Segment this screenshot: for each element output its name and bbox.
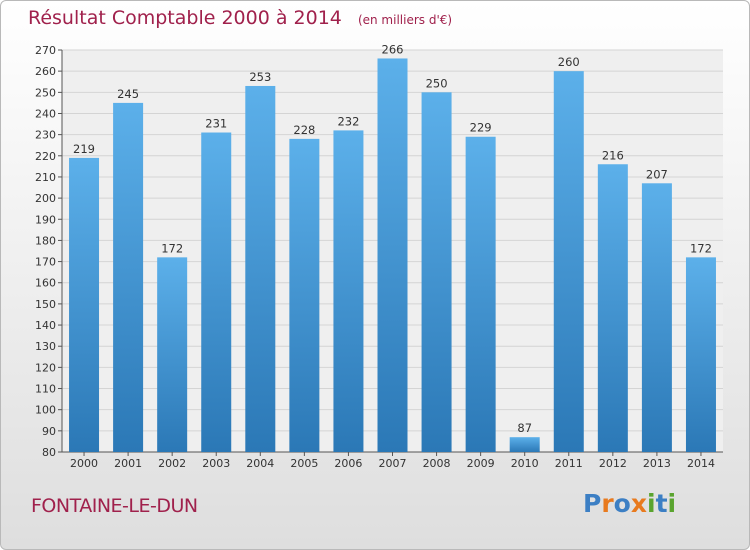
y-tick-label: 150	[35, 298, 56, 311]
bar-2005	[289, 138, 320, 452]
value-label-2008: 250	[426, 76, 448, 90]
y-tick-label: 130	[35, 340, 56, 353]
labels: 219 245 172 231 253 228 232 266 250 229 87 260 216 20…	[73, 42, 712, 435]
y-tick-label: 160	[35, 277, 56, 290]
place-name: FONTAINE-LE-DUN	[31, 495, 198, 517]
logo-letter: i	[667, 489, 677, 518]
bar-2004	[245, 85, 276, 453]
y-tick-label: 210	[35, 171, 56, 184]
bar-2012	[597, 164, 628, 452]
bar-2011	[553, 71, 584, 452]
value-label-2005: 228	[293, 123, 315, 137]
logo-letter: o	[613, 489, 631, 518]
x-tick-label-2006: 2006	[334, 457, 362, 470]
y-tick-label: 80	[42, 446, 56, 459]
value-label-2007: 266	[382, 42, 404, 56]
y-tick-label: 200	[35, 192, 56, 205]
y-tick-label: 220	[35, 150, 56, 163]
y-tick-label: 170	[35, 256, 56, 269]
x-tick-label-2008: 2008	[423, 457, 451, 470]
y-tick-label: 190	[35, 213, 56, 226]
value-label-2014: 172	[690, 241, 712, 255]
bar-2000	[69, 157, 100, 452]
x-tick-label-2013: 2013	[643, 457, 671, 470]
logo-letter: x	[630, 489, 647, 518]
value-label-2003: 231	[205, 117, 227, 131]
y-tick-label: 90	[42, 425, 56, 438]
x-tick-label-2014: 2014	[687, 457, 715, 470]
value-label-2006: 232	[337, 114, 359, 128]
value-label-2012: 216	[602, 148, 624, 162]
y-tick-label: 260	[35, 65, 56, 78]
x-tick-label-2007: 2007	[379, 457, 407, 470]
y-tick-label: 140	[35, 319, 56, 332]
proxiti-logo[interactable]: Proxiti	[583, 489, 676, 518]
value-label-2002: 172	[161, 241, 183, 255]
y-tick-label: 250	[35, 86, 56, 99]
x-tick-label-2002: 2002	[158, 457, 186, 470]
x-tick-label-2003: 2003	[202, 457, 230, 470]
chart-title-text: Résultat Comptable 2000 à 2014	[28, 7, 342, 29]
x-tick-label-2009: 2009	[467, 457, 495, 470]
bars	[69, 58, 716, 453]
value-label-2010: 87	[517, 421, 532, 435]
axes: 80 90 100 110 120 130 140 150 160 170 180 190 200 210…	[35, 44, 723, 470]
x-tick-label-2001: 2001	[114, 457, 142, 470]
logo-letter: i	[647, 489, 656, 518]
y-tick-label: 100	[35, 404, 56, 417]
bar-2013	[641, 183, 672, 452]
bar-2010	[509, 437, 540, 452]
bar-2007	[377, 58, 408, 452]
value-label-2013: 207	[646, 167, 668, 181]
logo-letter: P	[583, 489, 602, 518]
bar-2002	[157, 257, 188, 452]
y-tick-label: 110	[35, 383, 56, 396]
value-label-2001: 245	[117, 87, 139, 101]
x-tick-label-2010: 2010	[511, 457, 539, 470]
value-label-2011: 260	[558, 55, 580, 69]
x-tick-label-2005: 2005	[290, 457, 318, 470]
y-tick-label: 270	[35, 44, 56, 57]
y-tick-label: 240	[35, 107, 56, 120]
x-tick-label-2004: 2004	[246, 457, 274, 470]
x-tick-label-2000: 2000	[70, 457, 98, 470]
logo-letter: r	[601, 489, 614, 518]
value-label-2004: 253	[249, 70, 271, 84]
x-tick-label-2012: 2012	[599, 457, 627, 470]
y-tick-label: 230	[35, 129, 56, 142]
logo-letter: t	[655, 489, 668, 518]
bar-2006	[333, 130, 364, 452]
bar-2009	[465, 136, 496, 452]
value-label-2000: 219	[73, 142, 95, 156]
bar-2001	[113, 102, 144, 452]
bar-2003	[201, 132, 232, 452]
y-tick-label: 180	[35, 234, 56, 247]
bar-2008	[421, 92, 452, 452]
value-label-2009: 229	[470, 121, 492, 135]
chart-title: Résultat Comptable 2000 à 2014 (en milli…	[28, 7, 452, 29]
x-tick-label-2011: 2011	[555, 457, 583, 470]
chart-subtitle: (en milliers d'€)	[357, 13, 453, 27]
bar-2014	[685, 257, 716, 452]
y-tick-label: 120	[35, 361, 56, 374]
